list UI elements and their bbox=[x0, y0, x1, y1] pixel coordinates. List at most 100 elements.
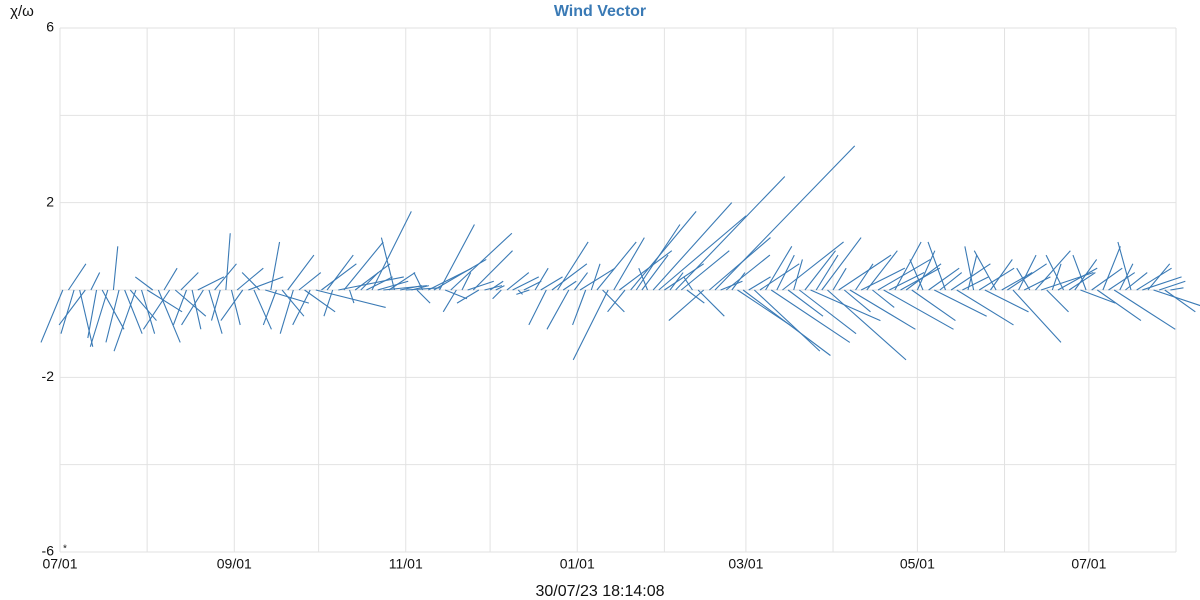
wind-vector bbox=[181, 289, 204, 326]
wind-vector bbox=[1108, 272, 1136, 291]
wind-vector bbox=[827, 289, 907, 361]
wind-vector bbox=[241, 272, 260, 291]
wind-vector bbox=[1001, 272, 1033, 291]
wind-vector bbox=[602, 289, 625, 313]
wind-vector bbox=[208, 289, 223, 334]
wind-vector bbox=[1102, 246, 1121, 291]
wind-vector bbox=[562, 280, 577, 291]
wind-vector bbox=[323, 289, 334, 317]
wind-vector bbox=[1016, 267, 1031, 291]
wind-vector bbox=[67, 263, 87, 291]
wind-vector bbox=[287, 254, 315, 291]
wind-vector bbox=[894, 241, 922, 291]
wind-vector bbox=[1012, 289, 1062, 343]
wind-vector bbox=[911, 289, 956, 322]
wind-vector bbox=[1158, 280, 1186, 291]
y-tick-label: 2 bbox=[46, 193, 54, 209]
wind-vector bbox=[489, 280, 504, 291]
wind-vector bbox=[349, 289, 355, 304]
wind-vector bbox=[956, 289, 1014, 326]
wind-vector bbox=[354, 263, 391, 291]
wind-vector bbox=[1142, 276, 1182, 291]
wind-vector bbox=[400, 285, 423, 291]
wind-vector bbox=[725, 254, 771, 291]
wind-vector bbox=[523, 280, 542, 291]
wind-vector bbox=[506, 272, 530, 291]
wind-vector bbox=[262, 289, 277, 326]
wind-vector bbox=[1046, 289, 1069, 313]
wind-vector bbox=[810, 289, 881, 322]
x-tick-label: 09/01 bbox=[217, 556, 252, 572]
wind-vector bbox=[220, 289, 244, 321]
wind-vector bbox=[546, 289, 570, 330]
wind-vector bbox=[456, 289, 480, 304]
wind-vector bbox=[652, 202, 733, 291]
wind-vector bbox=[889, 272, 925, 291]
wind-vector bbox=[964, 246, 975, 291]
wind-vector bbox=[883, 289, 954, 330]
wind-vector bbox=[579, 267, 616, 291]
wind-vector bbox=[191, 289, 202, 330]
wind-vector bbox=[298, 272, 322, 291]
y-tick-label: -2 bbox=[42, 368, 55, 384]
wind-vector bbox=[413, 272, 424, 291]
wind-vector bbox=[140, 289, 156, 334]
wind-vector bbox=[596, 241, 637, 291]
wind-vector bbox=[838, 254, 892, 291]
wind-vector bbox=[517, 289, 523, 295]
x-tick-label: 05/01 bbox=[900, 556, 935, 572]
wind-vector bbox=[1018, 254, 1037, 291]
wind-vector bbox=[467, 280, 494, 291]
wind-vector bbox=[1125, 272, 1148, 291]
wind-vector bbox=[79, 289, 94, 347]
wind-vector bbox=[934, 289, 987, 317]
wind-vector bbox=[1119, 263, 1134, 291]
wind-vector bbox=[1096, 289, 1142, 322]
wind-vector bbox=[714, 145, 856, 291]
wind-vector bbox=[270, 241, 281, 291]
wind-vector bbox=[962, 276, 989, 291]
wind-vector bbox=[442, 289, 457, 313]
wind-vector bbox=[697, 289, 725, 317]
wind-vector bbox=[279, 289, 294, 334]
wind-vector bbox=[658, 215, 747, 291]
wind-vector bbox=[366, 276, 393, 291]
wind-vector bbox=[40, 289, 64, 343]
wind-vector bbox=[787, 289, 824, 317]
wind-vector bbox=[984, 289, 1029, 313]
wind-vector bbox=[765, 246, 793, 291]
wind-vector bbox=[281, 289, 305, 317]
wind-vector bbox=[180, 272, 199, 291]
wind-vector bbox=[668, 289, 705, 321]
wind-vector bbox=[157, 289, 181, 343]
wind-vector bbox=[1074, 259, 1098, 291]
wind-vector bbox=[492, 289, 502, 300]
wind-vector bbox=[540, 276, 563, 291]
wind-vector bbox=[877, 258, 931, 291]
wind-vector bbox=[343, 241, 384, 291]
wind-vector bbox=[635, 224, 681, 291]
x-tick-label: 03/01 bbox=[728, 556, 763, 572]
wind-vector bbox=[89, 289, 109, 347]
wind-vector bbox=[683, 276, 693, 291]
wind-vector bbox=[619, 250, 673, 291]
wind-vector bbox=[236, 267, 264, 291]
wind-vector bbox=[927, 241, 947, 291]
wind-vector bbox=[1170, 287, 1184, 291]
wind-vector bbox=[58, 289, 86, 326]
x-tick-label: 07/01 bbox=[42, 556, 77, 572]
wind-vector bbox=[967, 254, 978, 291]
wind-vector bbox=[731, 272, 746, 291]
wind-vector bbox=[60, 289, 75, 334]
wind-vector bbox=[253, 289, 272, 330]
y-axis-label: χ/ω bbox=[10, 3, 34, 20]
wind-vector bbox=[321, 263, 357, 291]
wind-vector bbox=[516, 289, 530, 295]
wind-vector bbox=[753, 289, 821, 352]
wind-vector bbox=[551, 263, 588, 291]
wind-vector bbox=[793, 259, 803, 291]
wind-vector bbox=[1007, 263, 1047, 291]
wind-vector bbox=[1057, 267, 1098, 291]
wind-vector bbox=[630, 211, 697, 291]
